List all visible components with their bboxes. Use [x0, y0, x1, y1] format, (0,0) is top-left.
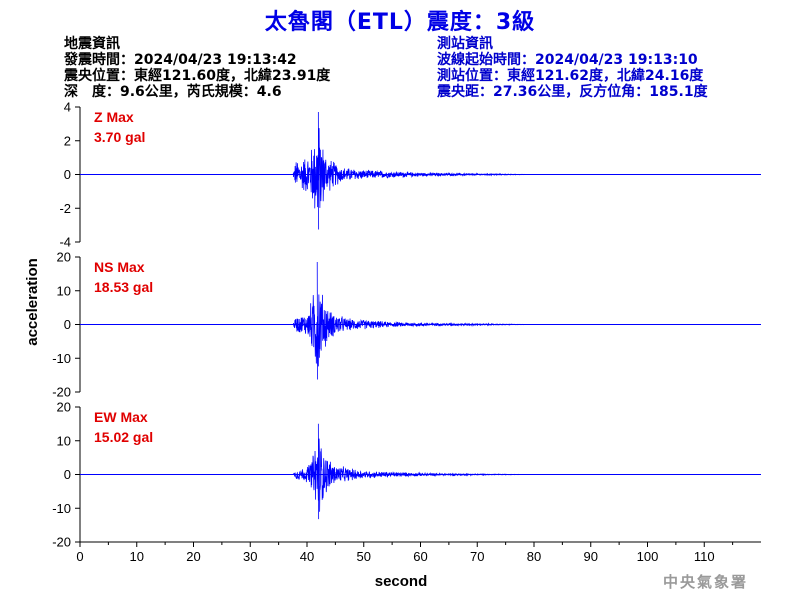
y-tick-label-2-3: -10 [52, 501, 71, 516]
waveform-trace-0 [292, 112, 534, 230]
x-tick-label-5: 50 [357, 549, 371, 564]
cwa-watermark: 中央氣象署 [662, 573, 748, 591]
x-tick-label-9: 90 [584, 549, 598, 564]
wave-start-time: 波線起始時間：2024/04/23 19:13:10 [437, 52, 698, 68]
y-tick-label-2-4: -20 [52, 535, 71, 550]
max-label-2: EW Max [94, 409, 148, 425]
x-tick-label-8: 80 [527, 549, 541, 564]
depth-magnitude: 深 度：9.6公里，芮氏規模：4.6 [64, 84, 282, 100]
y-tick-label-0-2: 0 [64, 167, 71, 182]
max-value-1: 18.53 gal [94, 279, 153, 295]
y-tick-label-1-0: 20 [57, 250, 71, 265]
waveform-trace-2 [292, 423, 534, 520]
waveform-trace-1 [292, 261, 534, 380]
earthquake-info: 地震資訊 發震時間：2024/04/23 19:13:42 震央位置：東經121… [64, 36, 330, 100]
x-tick-label-7: 70 [470, 549, 484, 564]
y-tick-label-0-3: -2 [59, 201, 71, 216]
station-location: 測站位置：東經121.62度，北緯24.16度 [437, 68, 704, 84]
station-info: 測站資訊 波線起始時間：2024/04/23 19:13:10 測站位置：東經1… [437, 36, 708, 100]
earthquake-info-heading: 地震資訊 [64, 36, 120, 52]
x-tick-label-2: 20 [186, 549, 200, 564]
y-tick-label-1-1: 10 [57, 283, 71, 298]
y-tick-label-2-0: 20 [57, 400, 71, 415]
epicenter-location: 震央位置：東經121.60度，北緯23.91度 [64, 68, 331, 84]
x-tick-label-3: 30 [243, 549, 257, 564]
y-tick-label-0-4: -4 [59, 235, 71, 250]
y-tick-label-1-3: -10 [52, 351, 71, 366]
station-info-heading: 測站資訊 [437, 36, 493, 52]
origin-time: 發震時間：2024/04/23 19:13:42 [64, 52, 297, 68]
x-tick-label-0: 0 [76, 549, 83, 564]
max-label-0: Z Max [94, 109, 134, 125]
max-value-0: 3.70 gal [94, 129, 145, 145]
max-value-2: 15.02 gal [94, 429, 153, 445]
y-tick-label-0-1: 2 [64, 133, 71, 148]
x-tick-label-4: 40 [300, 549, 314, 564]
x-tick-label-6: 60 [413, 549, 427, 564]
y-tick-label-2-2: 0 [64, 467, 71, 482]
x-tick-label-11: 110 [694, 549, 715, 564]
x-tick-label-10: 100 [637, 549, 659, 564]
x-tick-label-1: 10 [130, 549, 144, 564]
y-tick-label-2-1: 10 [57, 433, 71, 448]
chart-title: 太魯閣（ETL）震度：3級 [264, 10, 536, 35]
y-tick-label-0-0: 4 [64, 100, 71, 115]
epicentral-distance-azimuth: 震央距：27.36公里，反方位角：185.1度 [437, 84, 708, 100]
y-tick-label-1-2: 0 [64, 317, 71, 332]
y-tick-label-1-4: -20 [52, 385, 71, 400]
y-axis-label: acceleration [24, 258, 41, 346]
x-axis-label: second [375, 573, 428, 590]
max-label-1: NS Max [94, 259, 145, 275]
